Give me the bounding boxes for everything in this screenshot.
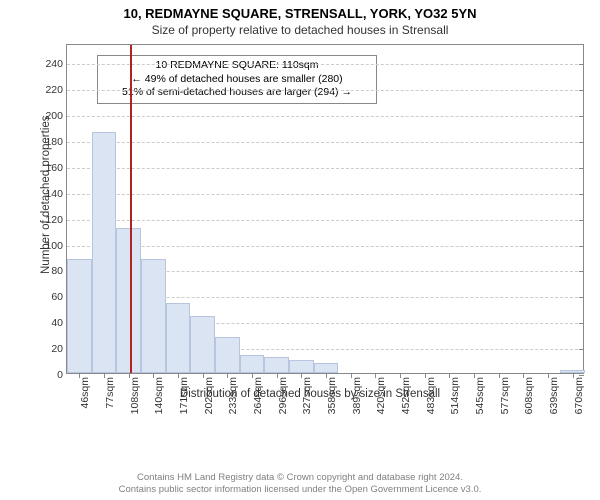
- ytick-mark: [579, 116, 584, 117]
- info-box-line: 10 REDMAYNE SQUARE: 110sqm: [104, 59, 370, 73]
- gridline: [67, 168, 583, 169]
- ytick-label: 100: [45, 240, 63, 252]
- ytick-label: 200: [45, 110, 63, 122]
- footer-line-2: Contains public sector information licen…: [0, 484, 600, 496]
- ytick-mark: [579, 246, 584, 247]
- ytick-label: 120: [45, 214, 63, 226]
- title-sub: Size of property relative to detached ho…: [0, 23, 600, 37]
- histogram-bar: [289, 360, 314, 373]
- ytick-label: 40: [51, 317, 63, 329]
- histogram-bar: [141, 259, 166, 373]
- histogram-bar: [67, 259, 92, 373]
- histogram-bar: [166, 303, 191, 373]
- ytick-mark: [579, 220, 584, 221]
- ytick-mark: [579, 142, 584, 143]
- info-box: 10 REDMAYNE SQUARE: 110sqm← 49% of detac…: [97, 55, 377, 104]
- gridline: [67, 194, 583, 195]
- ytick-label: 20: [51, 343, 63, 355]
- ytick-mark: [579, 271, 584, 272]
- histogram-bar: [190, 316, 215, 373]
- ytick-mark: [579, 168, 584, 169]
- ytick-mark: [579, 323, 584, 324]
- ytick-label: 80: [51, 265, 63, 277]
- histogram-bar: [314, 363, 339, 373]
- ytick-mark: [579, 194, 584, 195]
- histogram-bar: [116, 228, 141, 373]
- footer-line-1: Contains HM Land Registry data © Crown c…: [0, 472, 600, 484]
- property-marker-line: [130, 45, 132, 373]
- footer-attribution: Contains HM Land Registry data © Crown c…: [0, 472, 600, 496]
- histogram-bar: [264, 357, 289, 373]
- gridline: [67, 90, 583, 91]
- info-box-line: ← 49% of detached houses are smaller (28…: [104, 73, 370, 87]
- ytick-label: 60: [51, 291, 63, 303]
- ytick-mark: [579, 64, 584, 65]
- histogram-bar: [215, 337, 240, 373]
- ytick-label: 140: [45, 188, 63, 200]
- ytick-mark: [579, 297, 584, 298]
- ytick-label: 180: [45, 136, 63, 148]
- gridline: [67, 64, 583, 65]
- plot-area: 10 REDMAYNE SQUARE: 110sqm← 49% of detac…: [66, 44, 584, 374]
- histogram-bar: [240, 355, 265, 373]
- gridline: [67, 246, 583, 247]
- gridline: [67, 116, 583, 117]
- xaxis-label: Distribution of detached houses by size …: [36, 388, 584, 400]
- ytick-label: 220: [45, 84, 63, 96]
- chart-container: Number of detached properties 10 REDMAYN…: [36, 44, 584, 434]
- gridline: [67, 142, 583, 143]
- ytick-label: 160: [45, 162, 63, 174]
- ytick-label: 240: [45, 58, 63, 70]
- ytick-mark: [579, 349, 584, 350]
- ytick-mark: [579, 90, 584, 91]
- gridline: [67, 220, 583, 221]
- histogram-bar: [92, 132, 117, 373]
- ytick-label: 0: [57, 369, 63, 381]
- ytick-mark: [579, 375, 584, 376]
- info-box-line: 51% of semi-detached houses are larger (…: [104, 86, 370, 100]
- title-main: 10, REDMAYNE SQUARE, STRENSALL, YORK, YO…: [0, 0, 600, 21]
